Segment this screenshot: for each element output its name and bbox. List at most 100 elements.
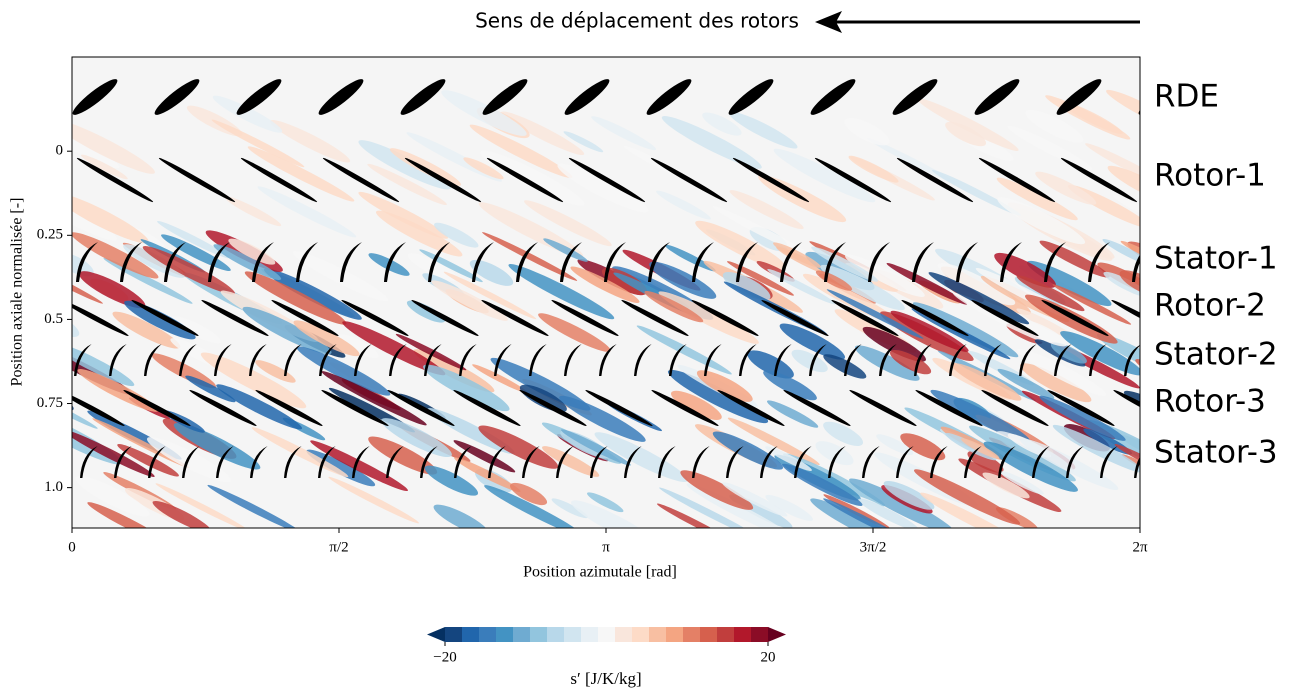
x-tick-label: π xyxy=(602,539,610,555)
field-patch xyxy=(395,333,467,371)
blade xyxy=(849,390,917,426)
field-patch xyxy=(712,206,814,259)
field-patch xyxy=(213,244,282,280)
blade xyxy=(780,242,802,282)
field-patch xyxy=(482,232,578,281)
blade xyxy=(964,446,982,478)
field-patch xyxy=(912,302,1019,358)
field-patch xyxy=(255,360,296,383)
blade xyxy=(692,242,714,282)
blade xyxy=(810,79,856,115)
y-tick-label: 0.5 xyxy=(44,311,63,327)
blade xyxy=(201,300,269,336)
field-patch xyxy=(782,463,863,506)
field-patch xyxy=(124,300,196,340)
field-patch xyxy=(508,264,615,320)
field-patch xyxy=(469,259,514,286)
field-patch xyxy=(472,364,528,393)
blade xyxy=(831,300,899,336)
field-patch xyxy=(469,124,573,178)
blade xyxy=(1088,242,1110,282)
blade xyxy=(1100,446,1118,478)
blade xyxy=(736,242,758,282)
blade xyxy=(1089,344,1107,376)
field-patch xyxy=(765,494,813,521)
blade xyxy=(76,242,98,282)
blade xyxy=(814,157,892,203)
field-patch xyxy=(1085,143,1140,188)
direction-arrow-head xyxy=(815,11,842,33)
blade xyxy=(669,344,687,376)
blade xyxy=(794,446,812,478)
colorbar-swatch xyxy=(462,627,480,642)
blade xyxy=(131,300,199,336)
blade xyxy=(896,157,974,203)
blade xyxy=(809,344,827,376)
blade xyxy=(978,157,1056,203)
colorbar-swatch xyxy=(615,627,633,642)
field-patch xyxy=(854,345,920,381)
blade xyxy=(774,344,792,376)
blade xyxy=(1060,157,1138,203)
row-label: Stator-1 xyxy=(1154,241,1278,277)
field-patch xyxy=(1096,333,1140,374)
colorbar-swatch xyxy=(564,627,582,642)
field-patch xyxy=(649,261,717,299)
field-patch xyxy=(848,155,899,183)
field-patch xyxy=(1016,348,1107,396)
blade xyxy=(481,300,549,336)
x-tick-label: 3π/2 xyxy=(860,539,887,555)
field-patch xyxy=(886,262,968,305)
y-axis-label: Position axiale normalisée [-] xyxy=(9,198,26,387)
colorbar-swatch xyxy=(632,627,650,642)
field-patch xyxy=(661,116,762,169)
field-patch xyxy=(773,242,822,268)
blade xyxy=(599,344,617,376)
blade xyxy=(634,344,652,376)
field-patch xyxy=(443,271,537,320)
blade xyxy=(914,344,932,376)
colorbar-swatch xyxy=(530,627,548,642)
field-patch xyxy=(656,503,735,528)
field-patch xyxy=(72,128,120,169)
field-patch xyxy=(142,246,236,295)
colorbar-swatch xyxy=(751,627,769,642)
field-patch xyxy=(766,400,819,428)
field-patch xyxy=(72,119,155,174)
field-patch xyxy=(152,500,212,528)
colorbar-swatch xyxy=(496,627,514,642)
field-patch xyxy=(587,492,624,513)
field xyxy=(72,89,1140,528)
blade xyxy=(208,242,230,282)
row-label: Rotor-3 xyxy=(1154,384,1266,420)
field-patch xyxy=(945,121,987,147)
blade xyxy=(252,242,274,282)
field-patch xyxy=(424,465,479,496)
blade xyxy=(1134,456,1140,478)
blade xyxy=(1032,446,1050,478)
blade xyxy=(624,446,642,478)
field-patch xyxy=(103,257,193,304)
colorbar-tick-label: 20 xyxy=(761,649,776,665)
row-label: Stator-2 xyxy=(1154,337,1278,373)
blade xyxy=(560,242,582,282)
blade xyxy=(824,242,846,282)
blade xyxy=(424,344,442,376)
blade xyxy=(453,390,521,426)
blade xyxy=(255,390,323,426)
blade xyxy=(984,344,1002,376)
field-patch xyxy=(242,306,332,355)
colorbar-swatch xyxy=(734,627,752,642)
field-patch xyxy=(434,222,479,248)
blade xyxy=(590,446,608,478)
blade xyxy=(154,79,200,115)
blade xyxy=(216,446,234,478)
field-patch xyxy=(185,375,236,403)
field-patch xyxy=(207,484,302,528)
field-patch xyxy=(263,268,362,320)
field-patch xyxy=(538,313,611,352)
field-patch xyxy=(1039,395,1126,441)
blade xyxy=(998,446,1016,478)
blade xyxy=(352,446,370,478)
